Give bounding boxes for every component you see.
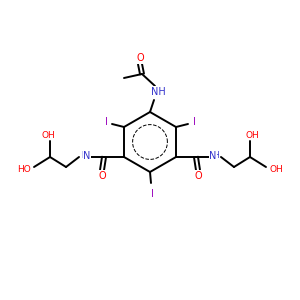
Text: H: H xyxy=(81,152,87,160)
Text: OH: OH xyxy=(41,130,55,140)
Text: N: N xyxy=(209,151,217,161)
Text: O: O xyxy=(98,171,106,181)
Text: NH: NH xyxy=(151,87,165,97)
Text: H: H xyxy=(213,152,219,160)
Text: I: I xyxy=(151,189,153,199)
Text: I: I xyxy=(105,117,107,127)
Text: HO: HO xyxy=(17,164,31,173)
Text: OH: OH xyxy=(245,130,259,140)
Text: OH: OH xyxy=(269,164,283,173)
Text: I: I xyxy=(193,117,195,127)
Text: N: N xyxy=(83,151,91,161)
Text: O: O xyxy=(136,53,144,63)
Text: O: O xyxy=(194,171,202,181)
